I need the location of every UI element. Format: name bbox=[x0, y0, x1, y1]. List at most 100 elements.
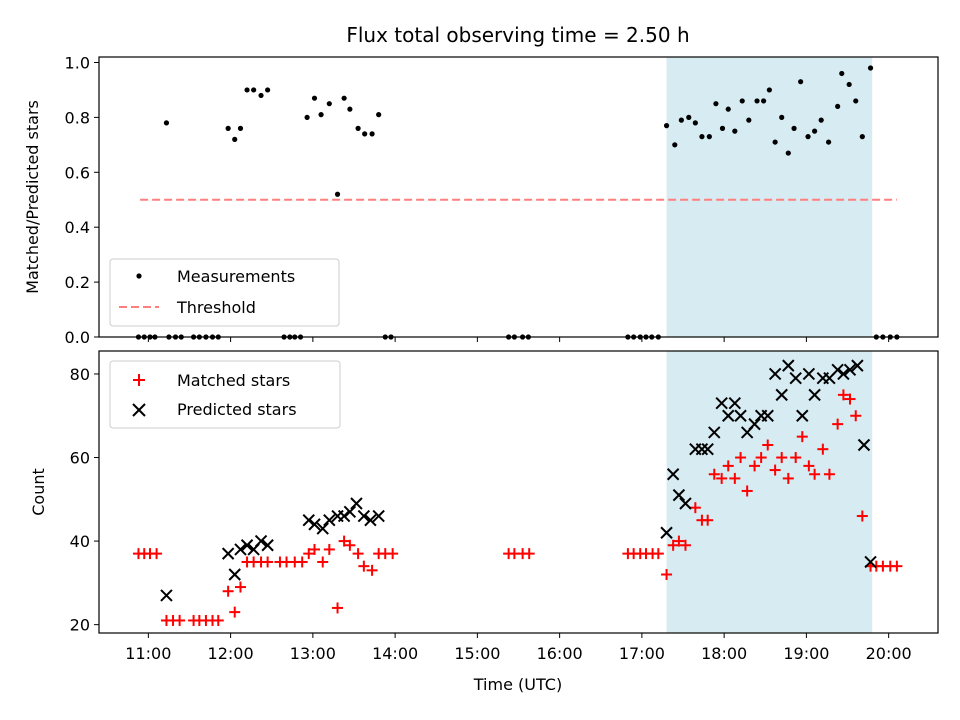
measurement-point bbox=[362, 131, 368, 137]
matched-star-point bbox=[679, 539, 691, 551]
predicted-star-point bbox=[708, 426, 721, 439]
matched-star-point bbox=[891, 560, 903, 572]
measurement-point bbox=[839, 70, 845, 77]
x-axis-label: Time (UTC) bbox=[473, 675, 562, 694]
top-legend-box bbox=[109, 258, 340, 327]
matched-star-point bbox=[749, 460, 761, 472]
matched-star-point bbox=[212, 614, 224, 626]
matched-star-point bbox=[323, 543, 335, 555]
predicted-star-point bbox=[316, 522, 329, 535]
measurement-point bbox=[706, 134, 712, 140]
legend-predicted-label: Predicted stars bbox=[177, 400, 297, 419]
measurement-point bbox=[692, 120, 698, 126]
measurement-point bbox=[304, 114, 310, 120]
measurement-point bbox=[867, 65, 874, 71]
predicted-star-point bbox=[775, 388, 788, 402]
x-tick-label: 12:00 bbox=[208, 644, 254, 663]
predicted-star-point bbox=[722, 409, 735, 422]
matched-star-point bbox=[735, 452, 747, 464]
matched-star-point bbox=[358, 560, 370, 572]
matched-star-point bbox=[803, 460, 815, 472]
matched-star-point bbox=[317, 556, 329, 568]
x-tick-label: 11:00 bbox=[125, 644, 171, 663]
predicted-star-point bbox=[228, 568, 241, 581]
predicted-star-point bbox=[337, 509, 351, 523]
matched-star-point bbox=[782, 472, 794, 484]
y-tick-label: 0.8 bbox=[65, 108, 90, 127]
matched-star-point bbox=[776, 452, 788, 464]
measurement-point bbox=[244, 87, 250, 93]
measurement-point bbox=[163, 120, 170, 126]
matched-star-point bbox=[722, 460, 734, 472]
matched-star-point bbox=[673, 535, 685, 547]
matched-star-point bbox=[151, 548, 163, 560]
measurement-point bbox=[663, 123, 670, 129]
predicted-star-point bbox=[350, 497, 363, 510]
bottom-y-axis-label: Count bbox=[29, 468, 48, 516]
bottom-legend: Matched stars Predicted stars bbox=[109, 360, 341, 429]
matched-star-point bbox=[689, 502, 701, 514]
predicted-star-point bbox=[857, 438, 871, 452]
measurement-point bbox=[846, 81, 852, 88]
predicted-star-point bbox=[302, 513, 315, 527]
measurement-point bbox=[376, 112, 382, 118]
matched-star-point bbox=[352, 548, 364, 560]
measurement-point bbox=[672, 142, 678, 148]
x-tick-label: 16:00 bbox=[537, 644, 583, 663]
measurement-point bbox=[732, 128, 738, 134]
predicted-star-point bbox=[343, 505, 357, 519]
measurement-point bbox=[699, 134, 705, 140]
predicted-star-point bbox=[240, 539, 254, 552]
top-axis-ticks: 0.0 0.2 0.4 0.6 0.8 1.0 bbox=[65, 53, 890, 347]
measurement-point bbox=[785, 150, 791, 156]
top-shaded-span bbox=[666, 57, 873, 337]
predicted-star-point bbox=[768, 367, 782, 381]
predicted-star-point bbox=[672, 488, 686, 502]
measurement-point bbox=[818, 117, 824, 123]
measurement-point bbox=[754, 98, 760, 104]
legend-matched-label: Matched stars bbox=[177, 371, 290, 390]
measurement-point bbox=[719, 125, 726, 131]
measurement-point bbox=[686, 114, 692, 120]
x-tick-label: 15:00 bbox=[454, 644, 500, 663]
matched-star-point bbox=[652, 548, 664, 560]
matched-star-point bbox=[823, 468, 835, 480]
legend-measurements-label: Measurements bbox=[177, 267, 295, 286]
measurement-point bbox=[341, 95, 347, 101]
bottom-legend-box bbox=[109, 360, 341, 429]
predicted-star-point bbox=[308, 518, 321, 531]
y-tick-label: 20 bbox=[70, 616, 90, 635]
predicted-star-point bbox=[357, 509, 371, 523]
measurement-point bbox=[355, 125, 361, 131]
legend-matched-marker bbox=[133, 374, 145, 386]
matched-star-point bbox=[702, 514, 714, 526]
matched-star-point bbox=[769, 464, 781, 476]
matched-star-point bbox=[837, 389, 849, 401]
measurement-point bbox=[713, 101, 719, 107]
matched-star-point bbox=[234, 581, 246, 593]
measurement-point bbox=[326, 101, 332, 107]
matched-star-point bbox=[366, 564, 378, 576]
measurement-point bbox=[761, 98, 767, 104]
x-tick-label: 14:00 bbox=[372, 644, 418, 663]
bottom-axis-ticks: 20 40 60 80 11:00 12:00 13:00 14:00 15:00 16:00 17… bbox=[70, 365, 912, 663]
predicted-star-point bbox=[715, 397, 728, 410]
matched-star-point bbox=[796, 431, 808, 443]
x-tick-label: 20:00 bbox=[866, 644, 912, 663]
measurement-point bbox=[311, 95, 318, 101]
predicted-star-point bbox=[701, 442, 714, 456]
matched-star-point bbox=[667, 539, 679, 551]
matched-star-point bbox=[332, 602, 344, 614]
x-tick-label: 19:00 bbox=[783, 644, 829, 663]
matched-star-point bbox=[222, 585, 234, 597]
matched-star-point bbox=[809, 468, 821, 480]
matched-star-point bbox=[309, 543, 321, 555]
matched-star-point bbox=[856, 510, 868, 522]
matched-star-point bbox=[708, 468, 720, 480]
measurement-point bbox=[746, 117, 752, 123]
measurement-point bbox=[853, 98, 859, 104]
matched-star-point bbox=[174, 614, 186, 626]
measurement-point bbox=[779, 114, 785, 120]
measurement-point bbox=[225, 125, 231, 131]
measurement-point bbox=[826, 139, 832, 145]
